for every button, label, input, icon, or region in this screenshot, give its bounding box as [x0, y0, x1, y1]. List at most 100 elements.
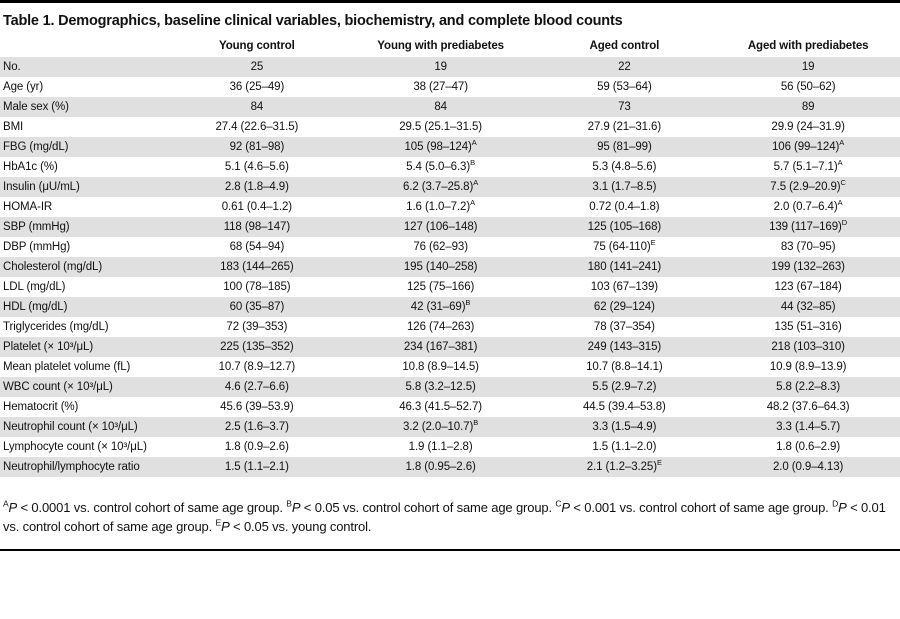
value-cell: 0.72 (0.4–1.8) [589, 201, 660, 213]
value-cell: 19 [348, 57, 533, 77]
value-cell: 195 (140–258) [348, 257, 533, 277]
table-row: No. 25 19 22 19 [0, 57, 900, 77]
value-cell: 5.4 (5.0–6.3)B [406, 158, 476, 173]
row-label: HbA1c (%) [3, 161, 58, 173]
value-cell: 123 (67–184) [774, 281, 842, 293]
value-cell: 103 (67–139) [590, 281, 658, 293]
value-cell: 2.1 (1.2–3.25)E [532, 457, 717, 477]
table-row: Platelet (× 10³/μL) 225 (135–352) 234 (167… [0, 337, 900, 357]
significance-superscript: B [465, 298, 471, 308]
value-cell: 5.8 (3.2–12.5) [348, 377, 533, 397]
row-label: SBP (mmHg) [0, 217, 165, 237]
value-cell: 3.1 (1.7–8.5) [532, 177, 717, 197]
value-cell: 45.6 (39–53.9) [220, 401, 294, 413]
significance-superscript: E [650, 238, 656, 248]
value-cell: 1.6 (1.0–7.2)A [406, 198, 476, 213]
value-cell: 1.8 (0.9–2.6) [224, 441, 289, 453]
significance-superscript: A [837, 198, 843, 208]
row-label: LDL (mg/dL) [3, 281, 66, 293]
value-cell: 42 (31–69)B [348, 297, 533, 317]
value-cell: 234 (167–381) [348, 337, 533, 357]
value-cell: 183 (144–265) [165, 257, 349, 277]
value-cell: 5.5 (2.9–7.2) [532, 377, 717, 397]
value-cell: 5.1 (4.6–5.6) [224, 161, 289, 173]
header-empty-cell [0, 37, 165, 57]
table-row: Insulin (μU/mL) 2.8 (1.8–4.9) 6.2 (3.7–25.… [0, 177, 900, 197]
value-cell: 105 (98–124)A [348, 137, 533, 157]
footnote-superscript: E [215, 517, 222, 528]
value-cell: 1.5 (1.1–2.1) [165, 457, 349, 477]
value-cell: 62 (29–124) [532, 297, 717, 317]
value-cell: 125 (75–166) [407, 281, 475, 293]
row-label: Hematocrit (%) [3, 401, 79, 413]
value-cell: 84 [165, 97, 349, 117]
table-row: Neutrophil/lymphocyte ratio 1.5 (1.1–2.1)… [0, 457, 900, 477]
value-cell: 126 (74–263) [407, 321, 475, 333]
value-cell: 0.61 (0.4–1.2) [221, 201, 292, 213]
row-label: No. [0, 57, 165, 77]
significance-superscript: A [471, 138, 477, 148]
footnote-superscript: D [832, 498, 839, 509]
value-cell: 59 (53–64) [597, 81, 652, 93]
value-cell: 10.7 (8.8–14.1) [586, 361, 663, 373]
table-row: LDL (mg/dL) 100 (78–185) 125 (75–166) 103 (… [0, 277, 900, 297]
row-label: HDL (mg/dL) [0, 297, 165, 317]
row-label: Lymphocyte count (× 10³/μL) [3, 441, 147, 453]
value-cell: 4.6 (2.7–6.6) [165, 377, 349, 397]
value-cell: 29.5 (25.1–31.5) [399, 121, 483, 133]
value-cell: 180 (141–241) [532, 257, 717, 277]
significance-superscript: A [837, 158, 843, 168]
footnote-p-symbol: P [561, 500, 570, 515]
value-cell: 218 (103–310) [716, 337, 900, 357]
table-row: Hematocrit (%) 45.6 (39–53.9) 46.3 (41.5–5… [0, 397, 900, 417]
row-label: HOMA-IR [3, 201, 53, 213]
table-header: Young control Young with prediabetes Age… [0, 37, 900, 57]
value-cell: 5.3 (4.8–5.6) [592, 161, 657, 173]
footnote-superscript: A [3, 498, 9, 509]
table-row: Cholesterol (mg/dL) 183 (144–265) 195 (140… [0, 257, 900, 277]
table-row: HDL (mg/dL) 60 (35–87) 42 (31–69)B 62 (29–1… [0, 297, 900, 317]
significance-superscript: B [470, 158, 476, 168]
row-label: Platelet (× 10³/μL) [0, 337, 165, 357]
significance-superscript: A [473, 178, 479, 188]
header-young-control: Young control [218, 40, 295, 52]
row-label: Mean platelet volume (fL) [3, 361, 131, 373]
value-cell: 83 (70–95) [780, 241, 836, 253]
value-cell: 36 (25–49) [229, 81, 285, 93]
value-cell: 73 [532, 97, 717, 117]
table-row: BMI 27.4 (22.6–31.5) 29.5 (25.1–31.5) 27.9 … [0, 117, 900, 137]
table-row: Neutrophil count (× 10³/μL) 2.5 (1.6–3.7)… [0, 417, 900, 437]
value-cell: 72 (39–353) [226, 321, 288, 333]
table-row: HOMA-IR 0.61 (0.4–1.2) 1.6 (1.0–7.2)A 0.72 … [0, 197, 900, 217]
table-row: FBG (mg/dL) 92 (81–98) 105 (98–124)A 95 (81… [0, 137, 900, 157]
value-cell: 76 (62–93) [413, 241, 468, 253]
significance-superscript: A [839, 138, 845, 148]
value-cell: 5.8 (2.2–8.3) [716, 377, 900, 397]
row-label: Cholesterol (mg/dL) [0, 257, 165, 277]
value-cell: 44.5 (39.4–53.8) [582, 401, 666, 413]
row-label: BMI [3, 121, 24, 133]
value-cell: 6.2 (3.7–25.8)A [348, 177, 533, 197]
table-row: HbA1c (%) 5.1 (4.6–5.6) 5.4 (5.0–6.3)B 5.3 … [0, 157, 900, 177]
value-cell: 2.0 (0.7–6.4)A [773, 198, 843, 213]
value-cell: 1.8 (0.95–2.6) [348, 457, 533, 477]
header-aged-control: Aged control [589, 40, 660, 52]
value-cell: 3.3 (1.4–5.7) [716, 417, 900, 437]
table-row: SBP (mmHg) 118 (98–147) 127 (106–148) 125 (… [0, 217, 900, 237]
value-cell: 199 (132–263) [716, 257, 900, 277]
footnote-p-symbol: P [838, 500, 847, 515]
value-cell: 7.5 (2.9–20.9)C [716, 177, 900, 197]
demographics-table: Young control Young with prediabetes Age… [0, 37, 900, 477]
footnote-p-symbol: P [291, 500, 301, 515]
row-label: Age (yr) [3, 81, 44, 93]
row-label: FBG (mg/dL) [0, 137, 165, 157]
row-label: Neutrophil count (× 10³/μL) [0, 417, 165, 437]
footnote-p-symbol: P [221, 519, 230, 534]
table-row: DBP (mmHg) 68 (54–94) 76 (62–93) 75 (64-110… [0, 237, 900, 257]
value-cell: 19 [716, 57, 900, 77]
table-body: No. 25 19 22 19 Age (yr) 36 (25–49) 38 (27–47) 5… [0, 57, 900, 477]
footnote-superscript: C [555, 498, 562, 509]
row-label: Neutrophil/lymphocyte ratio [0, 457, 165, 477]
value-cell: 29.9 (24–31.9) [771, 121, 845, 133]
